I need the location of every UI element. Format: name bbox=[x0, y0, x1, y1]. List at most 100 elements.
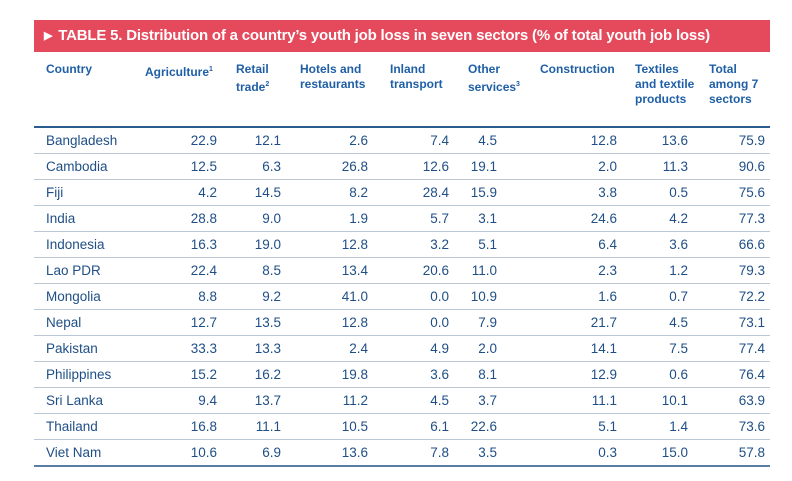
value-cell: 4.5 bbox=[460, 127, 532, 154]
table-row: Bangladesh 22.9 12.1 2.6 7.4 4.5 12.8 13.6 75.9 bbox=[34, 127, 770, 154]
value-cell: 3.1 bbox=[460, 205, 532, 232]
value-cell: 1.6 bbox=[532, 283, 627, 310]
value-cell: 19.0 bbox=[228, 231, 292, 258]
value-cell: 12.8 bbox=[292, 309, 382, 336]
value-cell: 4.2 bbox=[627, 205, 701, 232]
table-row: India 28.8 9.0 1.9 5.7 3.1 24.6 4.2 77.3 bbox=[34, 205, 770, 232]
value-cell: 4.2 bbox=[140, 179, 228, 206]
value-cell: 9.0 bbox=[228, 205, 292, 232]
value-cell: 11.1 bbox=[532, 387, 627, 414]
country-cell: Lao PDR bbox=[34, 257, 140, 284]
value-cell: 0.5 bbox=[627, 179, 701, 206]
column-header-label: Retail trade bbox=[236, 62, 269, 94]
value-cell: 4.5 bbox=[627, 309, 701, 336]
value-cell: 12.6 bbox=[382, 153, 460, 180]
value-cell: 3.7 bbox=[460, 387, 532, 414]
column-header-label: Other services bbox=[468, 62, 517, 94]
value-cell: 5.7 bbox=[382, 205, 460, 232]
value-cell: 0.3 bbox=[532, 439, 627, 467]
table-row: Cambodia 12.5 6.3 26.8 12.6 19.1 2.0 11.3 90.6 bbox=[34, 153, 770, 180]
header-row: Country Agriculture1 Retail trade2 Hotels a… bbox=[34, 58, 770, 128]
value-cell: 22.9 bbox=[140, 127, 228, 154]
table-title: TABLE 5. Distribution of a country’s you… bbox=[58, 27, 710, 44]
value-cell: 33.3 bbox=[140, 335, 228, 362]
value-cell: 73.1 bbox=[701, 309, 770, 336]
value-cell: 15.9 bbox=[460, 179, 532, 206]
value-cell: 7.9 bbox=[460, 309, 532, 336]
country-cell: Indonesia bbox=[34, 231, 140, 258]
value-cell: 4.5 bbox=[382, 387, 460, 414]
value-cell: 11.2 bbox=[292, 387, 382, 414]
column-header: Total among 7 sectors bbox=[701, 58, 770, 128]
footnote-marker: 1 bbox=[209, 66, 213, 73]
value-cell: 11.1 bbox=[228, 413, 292, 440]
value-cell: 16.2 bbox=[228, 361, 292, 388]
table-row: Philippines 15.2 16.2 19.8 3.6 8.1 12.9 0.6 76.4 bbox=[34, 361, 770, 388]
value-cell: 9.4 bbox=[140, 387, 228, 414]
country-cell: Thailand bbox=[34, 413, 140, 440]
value-cell: 73.6 bbox=[701, 413, 770, 440]
value-cell: 19.1 bbox=[460, 153, 532, 180]
value-cell: 2.6 bbox=[292, 127, 382, 154]
value-cell: 16.8 bbox=[140, 413, 228, 440]
value-cell: 12.9 bbox=[532, 361, 627, 388]
value-cell: 28.4 bbox=[382, 179, 460, 206]
country-cell: India bbox=[34, 205, 140, 232]
value-cell: 3.8 bbox=[532, 179, 627, 206]
value-cell: 3.6 bbox=[382, 361, 460, 388]
value-cell: 9.2 bbox=[228, 283, 292, 310]
value-cell: 90.6 bbox=[701, 153, 770, 180]
value-cell: 12.1 bbox=[228, 127, 292, 154]
country-cell: Nepal bbox=[34, 309, 140, 336]
value-cell: 22.6 bbox=[460, 413, 532, 440]
value-cell: 15.0 bbox=[627, 439, 701, 467]
value-cell: 13.4 bbox=[292, 257, 382, 284]
column-header: Hotels and restaurants bbox=[292, 58, 382, 128]
value-cell: 24.6 bbox=[532, 205, 627, 232]
value-cell: 8.5 bbox=[228, 257, 292, 284]
value-cell: 3.6 bbox=[627, 231, 701, 258]
country-cell: Philippines bbox=[34, 361, 140, 388]
value-cell: 5.1 bbox=[532, 413, 627, 440]
value-cell: 11.3 bbox=[627, 153, 701, 180]
value-cell: 7.8 bbox=[382, 439, 460, 467]
value-cell: 8.1 bbox=[460, 361, 532, 388]
value-cell: 72.2 bbox=[701, 283, 770, 310]
value-cell: 7.4 bbox=[382, 127, 460, 154]
footnote-marker: 3 bbox=[516, 81, 520, 88]
value-cell: 66.6 bbox=[701, 231, 770, 258]
value-cell: 6.1 bbox=[382, 413, 460, 440]
value-cell: 4.9 bbox=[382, 335, 460, 362]
column-header: Inland transport bbox=[382, 58, 460, 128]
table-row: Lao PDR 22.4 8.5 13.4 20.6 11.0 2.3 1.2 79.3 bbox=[34, 257, 770, 284]
value-cell: 1.2 bbox=[627, 257, 701, 284]
value-cell: 0.0 bbox=[382, 309, 460, 336]
value-cell: 7.5 bbox=[627, 335, 701, 362]
value-cell: 2.3 bbox=[532, 257, 627, 284]
value-cell: 26.8 bbox=[292, 153, 382, 180]
value-cell: 14.1 bbox=[532, 335, 627, 362]
value-cell: 2.0 bbox=[460, 335, 532, 362]
value-cell: 0.6 bbox=[627, 361, 701, 388]
value-cell: 2.0 bbox=[532, 153, 627, 180]
table-row: Thailand 16.8 11.1 10.5 6.1 22.6 5.1 1.4 73.6 bbox=[34, 413, 770, 440]
value-cell: 21.7 bbox=[532, 309, 627, 336]
value-cell: 79.3 bbox=[701, 257, 770, 284]
value-cell: 22.4 bbox=[140, 257, 228, 284]
column-header-label: Textiles and textile products bbox=[635, 62, 695, 106]
column-header-label: Construction bbox=[540, 62, 615, 76]
value-cell: 13.3 bbox=[228, 335, 292, 362]
triangle-right-icon: ▶ bbox=[44, 30, 53, 42]
value-cell: 3.2 bbox=[382, 231, 460, 258]
value-cell: 75.6 bbox=[701, 179, 770, 206]
country-cell: Sri Lanka bbox=[34, 387, 140, 414]
value-cell: 12.8 bbox=[532, 127, 627, 154]
value-cell: 12.8 bbox=[292, 231, 382, 258]
value-cell: 16.3 bbox=[140, 231, 228, 258]
value-cell: 77.4 bbox=[701, 335, 770, 362]
value-cell: 10.5 bbox=[292, 413, 382, 440]
country-cell: Mongolia bbox=[34, 283, 140, 310]
value-cell: 75.9 bbox=[701, 127, 770, 154]
column-header-label: Inland transport bbox=[390, 62, 443, 91]
footnote-marker: 2 bbox=[265, 81, 270, 88]
